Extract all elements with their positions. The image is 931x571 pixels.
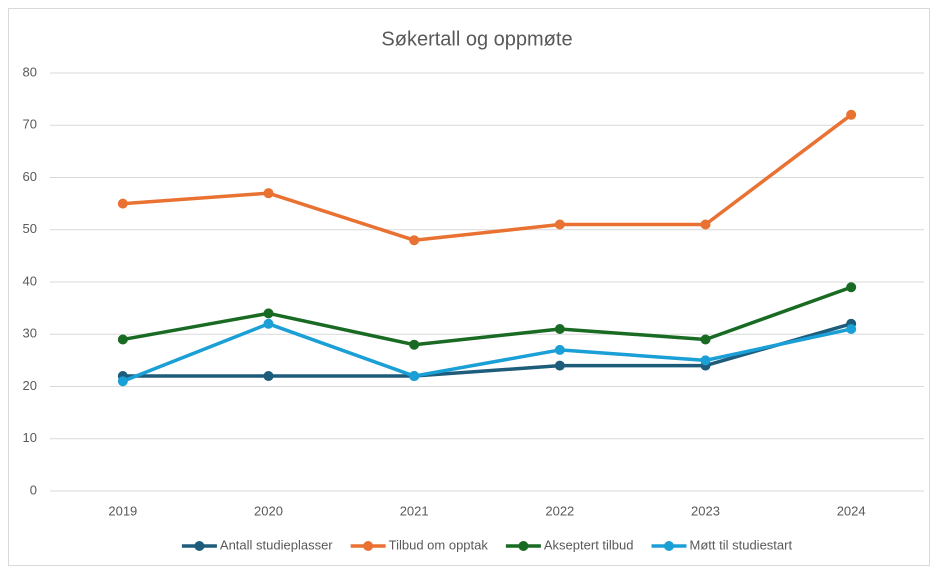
series-line bbox=[122, 285, 852, 347]
x-tick-label: 2019 bbox=[108, 503, 137, 518]
point bbox=[846, 282, 857, 293]
legend-label: Tilbud om opptak bbox=[389, 537, 489, 552]
point bbox=[846, 109, 857, 120]
point bbox=[846, 324, 857, 335]
point bbox=[700, 355, 711, 366]
legend-label: Akseptert tilbud bbox=[544, 537, 634, 552]
legend-marker bbox=[194, 541, 205, 551]
y-tick-label: 70 bbox=[23, 117, 37, 132]
point bbox=[117, 334, 128, 345]
y-tick-label: 10 bbox=[23, 430, 37, 445]
point bbox=[554, 344, 565, 355]
x-tick-label: 2020 bbox=[254, 503, 283, 518]
point bbox=[263, 318, 274, 329]
legend-marker bbox=[664, 541, 675, 551]
point bbox=[554, 219, 565, 230]
point bbox=[700, 219, 711, 230]
point bbox=[409, 371, 420, 382]
legend-label: Møtt til studiestart bbox=[690, 537, 793, 552]
series-line bbox=[122, 113, 853, 242]
x-tick-label: 2023 bbox=[691, 503, 720, 518]
legend-label: Antall studieplasser bbox=[220, 537, 333, 552]
y-tick-label: 80 bbox=[23, 64, 37, 79]
y-tick-label: 50 bbox=[23, 221, 37, 236]
point bbox=[409, 339, 420, 350]
x-tick-label: 2022 bbox=[545, 503, 574, 518]
x-tick-label: 2021 bbox=[400, 503, 429, 518]
point bbox=[263, 188, 274, 199]
point bbox=[263, 308, 274, 319]
series-line bbox=[122, 322, 852, 383]
y-tick-label: 60 bbox=[23, 169, 37, 184]
y-tick-label: 0 bbox=[30, 482, 37, 497]
legend-marker bbox=[363, 541, 374, 551]
chart-title: Søkertall og oppmøte bbox=[381, 28, 572, 50]
point bbox=[409, 235, 420, 246]
chart-border bbox=[8, 8, 930, 566]
x-tick-label: 2024 bbox=[837, 503, 866, 518]
point bbox=[263, 371, 274, 382]
y-tick-label: 20 bbox=[23, 378, 37, 393]
legend-marker bbox=[518, 541, 529, 551]
point bbox=[554, 324, 565, 335]
series-line bbox=[122, 322, 852, 378]
point bbox=[554, 360, 565, 371]
y-tick-label: 30 bbox=[23, 326, 37, 341]
point bbox=[117, 198, 128, 209]
y-tick-label: 40 bbox=[23, 273, 37, 288]
point bbox=[700, 334, 711, 345]
point bbox=[117, 376, 128, 387]
